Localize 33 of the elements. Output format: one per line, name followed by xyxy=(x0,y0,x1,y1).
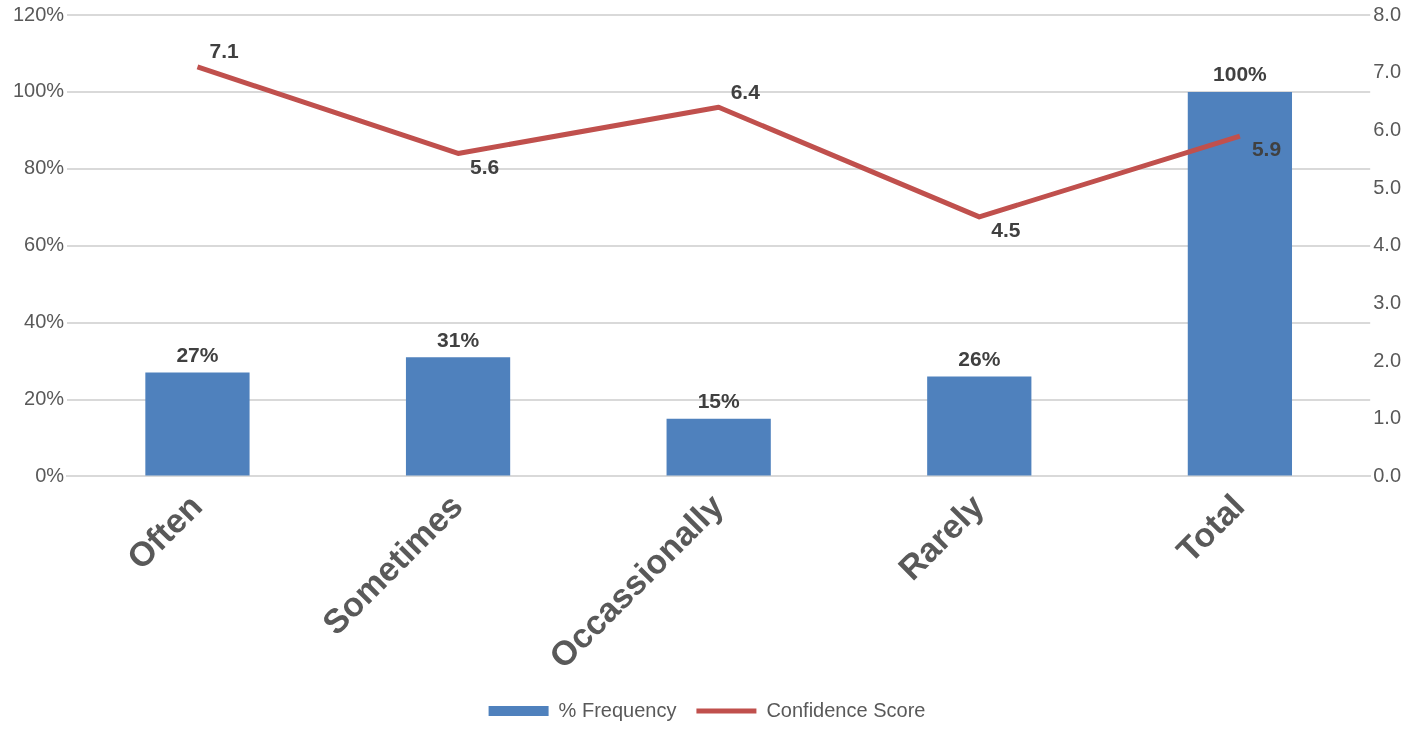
y-tick-label: 20% xyxy=(24,387,65,410)
y-tick-label: 80% xyxy=(24,156,65,179)
y2-tick-label: 5.0 xyxy=(1373,175,1402,198)
data-label: 5.9 xyxy=(1251,137,1282,161)
y-tick-label: 100% xyxy=(13,79,65,102)
y-tick-label: 0% xyxy=(35,463,65,486)
data-label: 26% xyxy=(958,346,1001,370)
data-label: 4.5 xyxy=(991,218,1021,242)
y2-tick-label: 0.0 xyxy=(1373,463,1402,486)
bar xyxy=(405,357,511,476)
data-label: 31% xyxy=(437,327,480,351)
bar xyxy=(145,372,250,476)
data-label: 100% xyxy=(1213,62,1268,86)
y2-tick-label: 8.0 xyxy=(1373,2,1402,25)
y2-tick-label: 6.0 xyxy=(1373,117,1402,140)
y-tick-label: 120% xyxy=(13,2,65,25)
bar xyxy=(927,376,1032,476)
data-label: 7.1 xyxy=(209,39,239,63)
data-label: 27% xyxy=(176,342,219,366)
y2-tick-label: 3.0 xyxy=(1373,290,1402,313)
legend-label: % Frequency xyxy=(558,698,677,721)
legend-label: Confidence Score xyxy=(766,698,926,721)
y2-tick-label: 4.0 xyxy=(1373,233,1402,256)
data-label: 5.6 xyxy=(470,154,500,178)
y2-tick-label: 7.0 xyxy=(1373,60,1402,83)
data-label: 15% xyxy=(697,389,741,413)
y-tick-label: 60% xyxy=(24,233,65,256)
data-label: 6.4 xyxy=(730,79,761,103)
bar xyxy=(1187,91,1293,476)
y2-tick-label: 1.0 xyxy=(1373,406,1402,429)
y-tick-label: 40% xyxy=(24,310,65,333)
bar xyxy=(666,418,771,476)
y2-tick-label: 2.0 xyxy=(1373,348,1402,371)
